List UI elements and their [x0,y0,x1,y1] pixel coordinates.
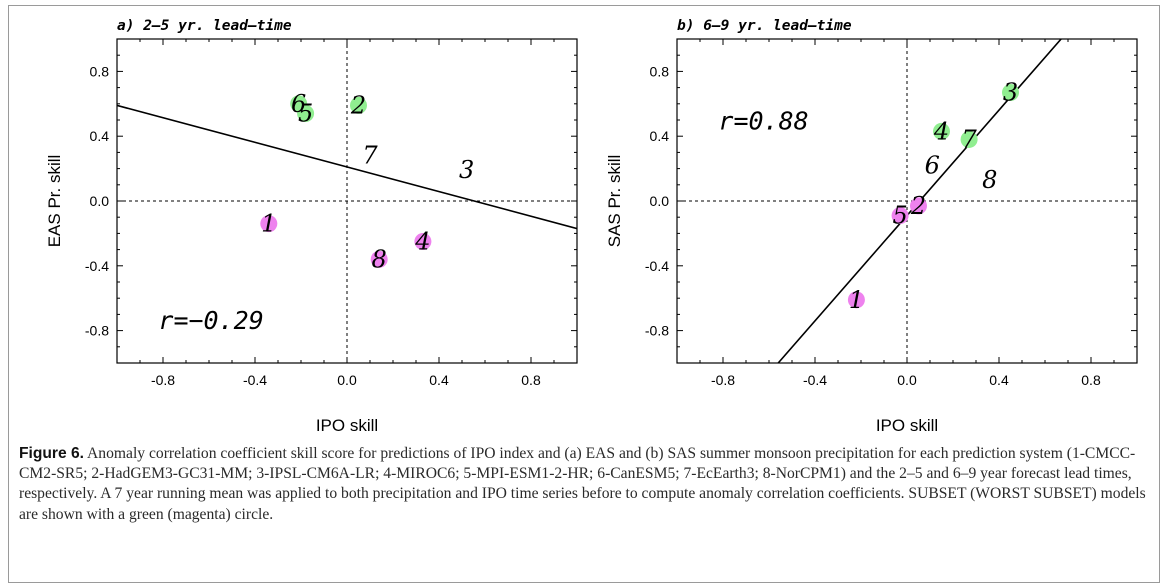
y-tick-label: 0.4 [90,128,110,144]
x-tick-label: 0.0 [897,372,917,388]
figure-frame [8,5,1160,583]
model-number-label: 6 [291,90,306,118]
caption-text: Anomaly correlation coefficient skill sc… [19,445,1146,523]
subset-marker [960,130,978,148]
model-number-label: 3 [1003,78,1018,106]
model-number-label: 7 [961,125,977,153]
regression-line [117,104,577,230]
y-tick-label: -0.8 [645,323,669,339]
worst-subset-marker [891,207,909,225]
x-axis-label: IPO skill [876,416,938,435]
model-number-label: 5 [298,100,313,128]
x-tick-label: -0.4 [243,372,267,388]
worst-subset-marker [260,215,278,233]
x-tick-label: 0.8 [1081,372,1101,388]
x-tick-label: 0.4 [429,372,449,388]
panel-b: -0.8 -0.4 0.0 0.4 0.8 -0.8 -0.4 0.0 0.4 0.8 IPO sk… [605,18,1138,435]
x-tick-label: -0.8 [151,372,175,388]
x-axis-label: IPO skill [316,416,378,435]
x-tick-label: -0.4 [803,372,827,388]
y-tick-label: 0.0 [650,193,670,209]
panel-a: -0.8 -0.4 0.0 0.4 0.8 -0.8 -0.4 0.0 0.4 0.8 IPO sk… [45,18,578,435]
x-tick-label: 0.8 [521,372,541,388]
x-tick-label: 0.4 [989,372,1009,388]
model-number-label: 2 [350,91,366,119]
worst-subset-marker [910,197,927,215]
model-number-label: 8 [982,166,997,194]
model-number-label: 4 [414,228,430,256]
subset-marker [933,122,950,140]
y-tick-label: -0.4 [645,258,669,274]
model-number-label: 2 [910,192,926,220]
worst-subset-marker [414,233,432,250]
worst-subset-marker [370,250,388,268]
correlation-annotation: r=−0.29 [158,306,263,335]
x-tick-label: 0.0 [337,372,357,388]
model-number-label: 6 [925,151,940,179]
subset-marker [290,95,308,113]
model-number-label: 3 [459,156,474,184]
model-number-label: 7 [362,142,378,170]
model-number-label: 4 [933,117,949,145]
subset-marker [1002,83,1019,101]
correlation-annotation: r=0.88 [718,107,808,136]
model-number-label: 8 [372,245,387,273]
caption-label: Figure 6. [19,445,84,462]
panel-title: b) 6–9 yr. lead–time [677,18,852,34]
y-tick-label: 0.8 [650,63,670,79]
y-tick-label: 0.0 [90,193,110,209]
worst-subset-marker [847,291,865,309]
panel-title: a) 2–5 yr. lead–time [117,18,292,34]
y-tick-label: 0.4 [650,128,670,144]
figure-caption: Figure 6. Anomaly correlation coefficien… [19,444,1151,525]
model-number-label: 5 [892,202,907,230]
y-tick-label: -0.4 [85,258,109,274]
model-number-label: 1 [261,210,276,238]
model-number-label: 1 [849,286,864,314]
y-tick-label: 0.8 [90,63,110,79]
figure-charts: -0.8 -0.4 0.0 0.4 0.8 -0.8 -0.4 0.0 0.4 0.8 IPO sk… [45,18,1138,435]
subset-marker [350,96,367,114]
y-axis-label: EAS Pr. skill [45,155,64,248]
y-axis-label: SAS Pr. skill [605,155,624,248]
y-tick-label: -0.8 [85,323,109,339]
x-tick-label: -0.8 [711,372,735,388]
